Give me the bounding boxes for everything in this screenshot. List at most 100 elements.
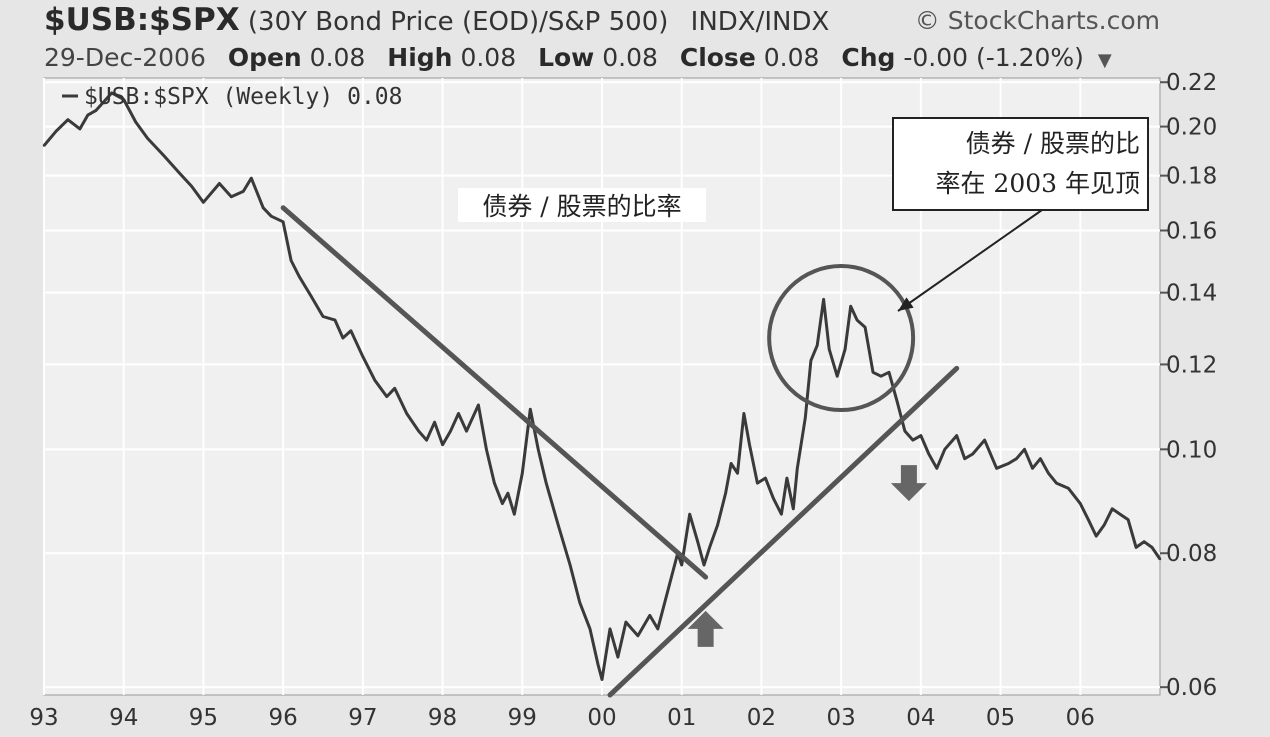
y-tick-label: 0.18	[1166, 164, 1217, 190]
series-point	[772, 497, 775, 500]
series-point	[688, 512, 691, 516]
series-point	[648, 614, 652, 617]
series-point	[809, 359, 813, 362]
series-point	[995, 467, 998, 470]
series-point	[1110, 507, 1114, 511]
series-point	[724, 492, 727, 495]
series-point	[596, 663, 600, 666]
series-point	[879, 375, 883, 378]
x-tick-label: 93	[29, 705, 58, 731]
series-point	[297, 275, 301, 278]
series-point	[289, 259, 293, 262]
x-tick-label: 01	[667, 705, 696, 731]
series-point	[827, 347, 831, 351]
y-tick-label: 0.16	[1166, 218, 1217, 244]
series-point	[796, 467, 799, 470]
series-point	[600, 678, 604, 681]
series-point	[764, 476, 767, 480]
chart-label: 债券 / 股票的比率	[482, 192, 681, 221]
symbol-label: $USB:$SPX	[44, 2, 240, 38]
series-point	[816, 344, 819, 347]
data-marks: $USB:$SPX (Weekly) 0.08	[42, 84, 1162, 681]
series-point	[417, 429, 420, 433]
series-point	[624, 620, 628, 624]
series-point	[94, 109, 98, 112]
series-point	[457, 412, 460, 415]
series-point	[385, 395, 388, 398]
series-point	[146, 137, 149, 140]
series-point	[835, 375, 839, 378]
series-point	[822, 298, 825, 301]
series-point	[955, 434, 958, 437]
exchange-label: INDX/INDX	[690, 7, 830, 37]
series-point	[309, 294, 313, 298]
y-tick-label: 0.14	[1166, 281, 1217, 307]
series-point	[1095, 534, 1098, 538]
series-point	[230, 195, 233, 199]
series-point	[843, 347, 847, 351]
x-tick-label: 94	[109, 705, 138, 731]
x-tick-label: 06	[1066, 705, 1095, 731]
series-point	[756, 481, 759, 485]
up-arrow-icon	[687, 610, 724, 647]
x-tick-label: 98	[428, 705, 457, 731]
low-value: 0.08	[602, 43, 658, 72]
series-point	[477, 403, 480, 407]
series-point	[449, 429, 452, 433]
open-value: 0.08	[309, 43, 366, 72]
series-point	[742, 412, 746, 415]
series-point	[521, 472, 524, 475]
series-point	[545, 481, 548, 485]
description-label: (30Y Bond Price (EOD)/S&P 500)	[247, 7, 669, 37]
dropdown-caret-icon[interactable]: ▼	[1097, 50, 1112, 71]
y-tick-label: 0.22	[1166, 70, 1217, 96]
series-point	[218, 182, 221, 185]
series-point	[588, 627, 592, 631]
series-point	[849, 304, 852, 308]
brand-label: © StockCharts.com	[914, 6, 1160, 35]
series-point	[578, 601, 581, 604]
series-point	[1118, 512, 1122, 516]
series-point	[529, 408, 532, 411]
series-point	[1103, 523, 1106, 527]
series-point	[1134, 546, 1138, 549]
x-tick-label: 04	[906, 705, 935, 731]
series-point	[748, 443, 751, 446]
series-point	[513, 512, 516, 516]
series-point	[1047, 472, 1050, 475]
label-background	[458, 188, 706, 222]
series-point	[202, 201, 205, 204]
series-point	[537, 448, 540, 451]
series-point	[1007, 462, 1010, 465]
series-point	[608, 627, 612, 631]
series-point	[110, 91, 113, 95]
series-point	[1039, 457, 1042, 460]
series-point	[86, 113, 90, 117]
series-point	[971, 452, 974, 456]
series-point	[919, 434, 923, 437]
series-point	[54, 130, 58, 133]
series-point	[1067, 486, 1070, 490]
x-tick-label: 95	[189, 705, 218, 731]
series-point	[425, 438, 428, 442]
series-point	[178, 171, 181, 175]
series-point	[568, 563, 572, 567]
series-point	[1126, 518, 1130, 521]
callout-line-2: 率在 2003 年见顶	[935, 169, 1140, 198]
y-tick-label: 0.06	[1166, 675, 1217, 701]
y-tick-label: 0.10	[1166, 437, 1217, 463]
series-point	[1015, 457, 1018, 460]
series-point	[242, 190, 245, 193]
series-point	[501, 502, 504, 505]
y-tick-label: 0.20	[1166, 115, 1217, 141]
series-point	[1023, 448, 1026, 451]
x-tick-label: 00	[587, 705, 616, 731]
high-value: 0.08	[460, 43, 517, 72]
series-point	[963, 457, 966, 460]
x-tick-label: 03	[827, 705, 856, 731]
series-point	[393, 387, 396, 390]
series-point	[983, 438, 986, 442]
series-point	[341, 336, 345, 340]
